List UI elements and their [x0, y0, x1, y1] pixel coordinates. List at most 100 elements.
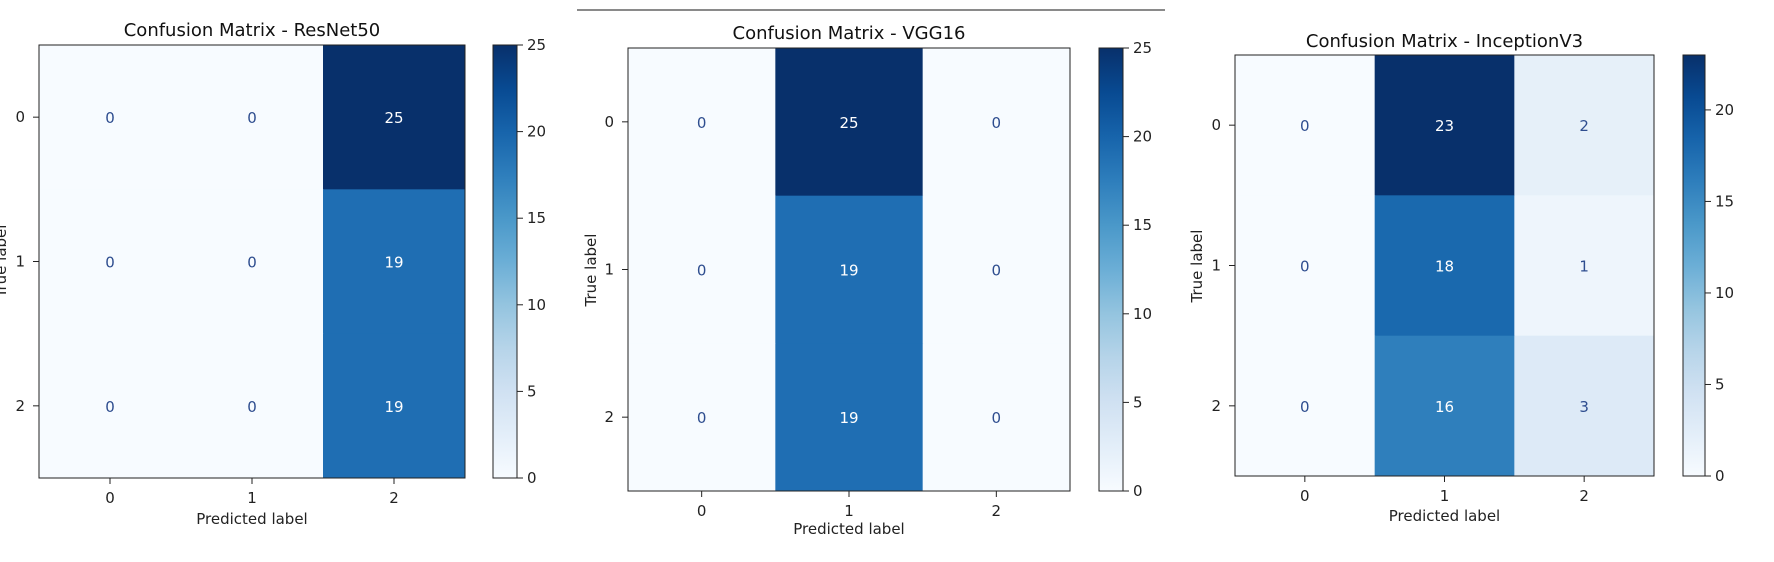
matrix-cell — [1374, 195, 1515, 337]
x-tick-label: 2 — [389, 489, 399, 507]
matrix-cell — [775, 48, 924, 197]
x-axis-label: Predicted label — [1389, 507, 1500, 525]
matrix-cell — [628, 48, 776, 197]
colorbar-tick-label: 0 — [1133, 482, 1143, 500]
matrix-cell — [181, 333, 324, 479]
cell-value-label: 0 — [247, 254, 257, 272]
y-axis-label: True label — [1188, 230, 1206, 304]
cell-value-label: 23 — [1435, 117, 1454, 135]
cell-value-label: 16 — [1435, 398, 1454, 416]
x-tick-label: 2 — [1579, 487, 1589, 505]
cell-value-label: 0 — [105, 254, 115, 272]
matrix-cell — [775, 343, 924, 492]
matrix-cell — [628, 195, 776, 344]
matrix-cell — [1235, 335, 1376, 477]
matrix-cell — [39, 45, 182, 190]
matrix-cell — [39, 333, 182, 479]
colorbar-tick-label: 0 — [527, 469, 537, 487]
x-tick-label: 1 — [247, 489, 257, 507]
chart-title: Confusion Matrix - InceptionV3 — [1306, 31, 1583, 52]
matrix-cell — [323, 189, 466, 335]
matrix-cell — [1514, 195, 1655, 337]
matrix-cell — [1374, 55, 1515, 196]
cell-value-label: 0 — [247, 398, 257, 416]
colorbar-tick-label: 15 — [527, 209, 546, 227]
matrix-cell — [1235, 55, 1376, 196]
matrix-cell — [181, 45, 324, 190]
colorbar-tick-label: 10 — [1133, 305, 1152, 323]
cell-value-label: 0 — [992, 114, 1002, 132]
y-axis-label: True label — [0, 225, 10, 299]
cell-value-label: 0 — [105, 109, 115, 127]
cell-value-label: 3 — [1579, 398, 1589, 416]
colorbar-tick-label: 5 — [527, 382, 537, 400]
x-tick-label: 1 — [844, 502, 854, 520]
colorbar — [1683, 55, 1705, 476]
colorbar-frame — [1098, 47, 1124, 492]
matrix-cell — [922, 195, 1071, 344]
matrix-cell — [323, 333, 466, 479]
cell-value-label: 25 — [839, 114, 858, 132]
colorbar-tick-label: 5 — [1715, 375, 1725, 393]
chart-title: Confusion Matrix - VGG16 — [733, 23, 966, 44]
x-tick-label: 0 — [1300, 487, 1310, 505]
matrix-cell — [1374, 335, 1515, 477]
colorbar-tick-label: 10 — [1715, 284, 1734, 302]
matrix-cell — [1514, 335, 1655, 477]
x-tick-label: 0 — [105, 489, 115, 507]
x-axis-label: Predicted label — [793, 520, 904, 538]
cell-value-label: 0 — [697, 409, 707, 427]
cell-value-label: 0 — [697, 262, 707, 280]
x-tick-label: 0 — [697, 502, 707, 520]
y-tick-label: 1 — [1211, 257, 1221, 275]
matrix-cell — [922, 48, 1071, 197]
matrix-cell — [1235, 195, 1376, 337]
y-tick-label: 1 — [604, 261, 614, 279]
y-tick-label: 0 — [15, 108, 25, 126]
cell-value-label: 2 — [1579, 117, 1589, 135]
matrix-cell — [1514, 55, 1655, 196]
cell-value-label: 0 — [105, 398, 115, 416]
y-tick-label: 2 — [15, 397, 25, 415]
colorbar-tick-label: 10 — [527, 296, 546, 314]
cell-value-label: 0 — [992, 409, 1002, 427]
matrix-cell — [323, 45, 466, 190]
colorbar-tick-label: 20 — [1133, 128, 1152, 146]
colorbar-tick-label: 15 — [1715, 192, 1734, 210]
colorbar — [1099, 48, 1123, 491]
colorbar-tick-label: 20 — [527, 123, 546, 141]
cell-value-label: 0 — [697, 114, 707, 132]
chart-title: Confusion Matrix - ResNet50 — [124, 20, 381, 41]
colorbar-frame — [1682, 54, 1706, 477]
y-tick-label: 2 — [1211, 397, 1221, 415]
colorbar — [493, 45, 517, 478]
y-axis-label: True label — [582, 234, 600, 308]
cell-value-label: 19 — [839, 262, 858, 280]
colorbar-tick-label: 5 — [1133, 393, 1143, 411]
matrix-cell — [628, 343, 776, 492]
matrix-cell — [39, 189, 182, 335]
cell-value-label: 19 — [384, 398, 403, 416]
cell-value-label: 0 — [992, 262, 1002, 280]
x-axis-label: Predicted label — [196, 510, 307, 528]
y-tick-label: 1 — [15, 253, 25, 271]
y-tick-label: 0 — [1211, 116, 1221, 134]
cell-value-label: 0 — [247, 109, 257, 127]
cell-value-label: 25 — [384, 109, 403, 127]
cell-value-label: 19 — [839, 409, 858, 427]
cell-value-label: 0 — [1300, 117, 1310, 135]
cell-value-label: 0 — [1300, 398, 1310, 416]
cell-value-label: 19 — [384, 254, 403, 272]
x-tick-label: 2 — [992, 502, 1002, 520]
y-tick-label: 2 — [604, 408, 614, 426]
colorbar-tick-label: 0 — [1715, 467, 1725, 485]
cell-value-label: 0 — [1300, 258, 1310, 276]
colorbar-tick-label: 25 — [527, 36, 546, 54]
colorbar-frame — [492, 44, 518, 479]
matrix-cell — [181, 189, 324, 335]
